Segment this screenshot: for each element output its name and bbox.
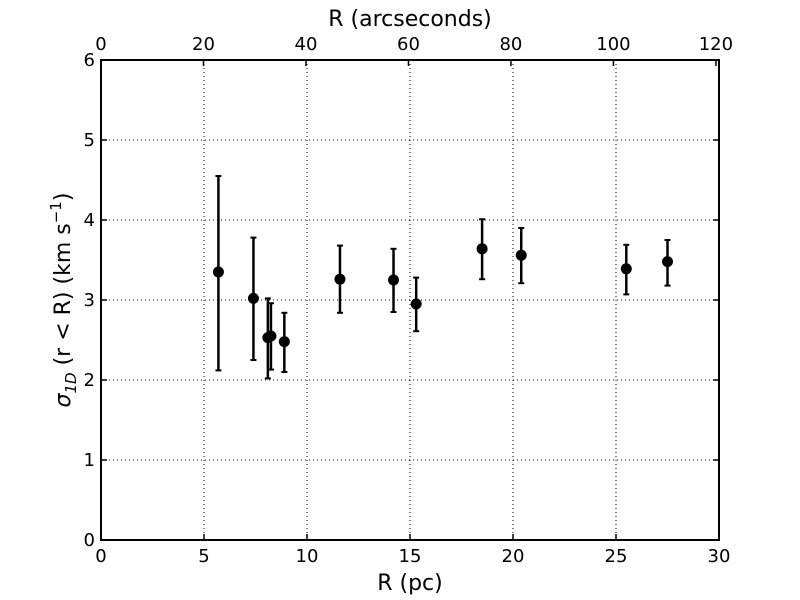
- y-tick-label: 1: [84, 450, 95, 471]
- x-tick-label: 0: [95, 546, 106, 567]
- data-point: [265, 330, 277, 342]
- x-tick-label: 20: [502, 546, 525, 567]
- data-points: [212, 243, 673, 348]
- y-tick-label: 3: [84, 290, 95, 311]
- x-tick-label: 5: [198, 546, 209, 567]
- x2-tick-label: 100: [596, 34, 630, 55]
- y-tick-label: 2: [84, 370, 95, 391]
- data-point: [620, 263, 632, 275]
- x2-tick-label: 60: [397, 34, 420, 55]
- data-point: [388, 274, 400, 286]
- x2-tick-label: 20: [192, 34, 215, 55]
- data-point: [278, 336, 290, 348]
- x2-tick-label: 80: [499, 34, 522, 55]
- x-tick-label: 15: [399, 546, 422, 567]
- grid: [101, 60, 719, 540]
- data-point: [476, 243, 488, 255]
- data-point: [334, 273, 346, 285]
- x-axis-title: R (pc): [377, 571, 443, 596]
- y-tick-label: 0: [84, 530, 95, 551]
- plot-frame: [100, 59, 720, 541]
- y-axis-sigma: σ: [51, 392, 76, 407]
- y-axis-title: σ1D (r < R) (km s−1): [47, 193, 80, 408]
- y-axis-subscript: 1D: [62, 372, 80, 393]
- x2-tick-label: 120: [699, 34, 733, 55]
- x-tick-label: 10: [296, 546, 319, 567]
- data-point: [662, 256, 673, 268]
- data-point: [410, 298, 422, 310]
- y-axis-superscript: −1: [47, 201, 65, 223]
- data-point: [212, 266, 224, 278]
- tick-labels: 0 5 10 15 20 25 30 0 20 40 60 80 100 120 0 1 2 3 4 5 6: [84, 34, 734, 567]
- x2-tick-label: 0: [95, 34, 106, 55]
- y-axis-label-close: ): [51, 193, 76, 202]
- y-axis-label-text: (r < R) (km s: [51, 223, 76, 372]
- x2-tick-label: 40: [295, 34, 318, 55]
- top-axis-title: R (arcseconds): [328, 7, 492, 32]
- error-bars: [215, 175, 671, 380]
- data-point: [515, 249, 527, 261]
- x-tick-label: 25: [605, 546, 628, 567]
- y-tick-label: 6: [84, 50, 95, 71]
- x-tick-label: 30: [708, 546, 731, 567]
- data-point: [247, 292, 259, 304]
- y-tick-label: 5: [84, 130, 95, 151]
- y-tick-label: 4: [84, 210, 95, 231]
